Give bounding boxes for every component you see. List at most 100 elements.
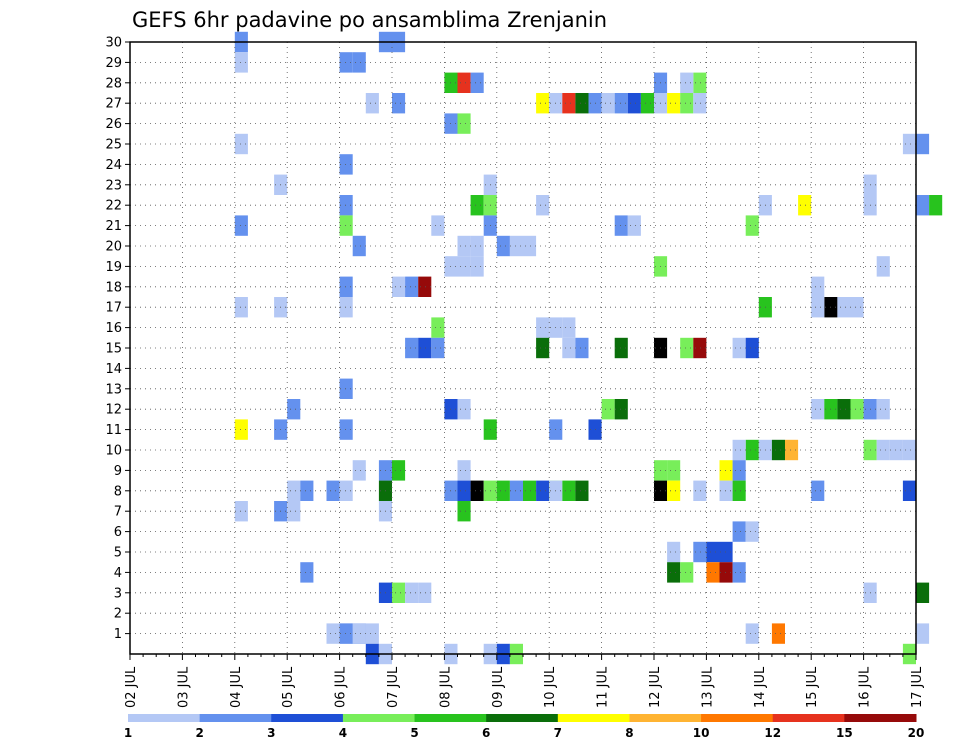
heatmap-cell — [745, 623, 759, 644]
heatmap-cell — [811, 399, 825, 420]
heatmap-cell — [614, 399, 628, 420]
heatmap-cell — [496, 235, 510, 257]
y-tick-label: 14 — [105, 362, 122, 377]
heatmap-cell — [339, 419, 353, 440]
colorbar-segment — [701, 714, 774, 722]
y-tick-label: 6 — [114, 525, 122, 540]
heatmap-cell — [392, 93, 406, 114]
colorbar-label: 15 — [836, 726, 853, 740]
heatmap-cell — [509, 480, 523, 501]
heatmap-cell — [562, 317, 576, 338]
heatmap-cell — [431, 215, 445, 236]
y-tick-label: 10 — [105, 444, 122, 459]
heatmap-cell — [575, 480, 589, 501]
heatmap-cell — [680, 337, 694, 359]
heatmap-cell — [732, 521, 746, 542]
y-tick-label: 11 — [105, 423, 122, 438]
heatmap-cell — [916, 195, 930, 216]
x-tick-label: 13 JUL — [700, 666, 715, 708]
x-tick-label: 12 JUL — [648, 666, 663, 708]
heatmap-cell — [287, 480, 301, 501]
heatmap-cell — [785, 439, 799, 461]
colorbar-label: 6 — [482, 726, 490, 740]
y-tick-label: 5 — [114, 546, 122, 561]
x-tick-label: 05 JUL — [281, 666, 296, 708]
heatmap-cell — [601, 93, 615, 114]
heatmap-cell — [876, 256, 890, 277]
colorbar-segment — [128, 714, 201, 722]
heatmap-cell — [339, 195, 353, 216]
y-tick-label: 9 — [114, 464, 122, 479]
heatmap-cell — [798, 195, 812, 216]
heatmap-cell — [536, 337, 550, 359]
heatmap-cell — [536, 317, 550, 338]
heatmap-cell — [562, 93, 576, 114]
y-tick-label: 13 — [105, 382, 122, 397]
grid-lines — [130, 41, 916, 654]
heatmap-cell — [326, 623, 340, 644]
colorbar-segment — [342, 714, 416, 722]
colorbar-segment — [271, 714, 344, 722]
heatmap-cell — [470, 72, 484, 93]
heatmap-cell — [352, 235, 366, 257]
heatmap-cell — [352, 460, 366, 481]
heatmap-cell — [902, 480, 916, 501]
heatmap-cell — [418, 582, 432, 603]
y-tick-label: 1 — [114, 627, 122, 642]
colorbar-segment — [557, 714, 630, 722]
heatmap-cell — [680, 72, 694, 93]
heatmap-cell — [457, 501, 471, 522]
heatmap-cell — [745, 521, 759, 542]
heatmap-cell — [667, 541, 681, 563]
y-axis: 1234567891011121314151617181920212223242… — [105, 36, 130, 642]
heatmap-cell — [339, 297, 353, 318]
heatmap-cell — [811, 276, 825, 297]
heatmap-cell — [562, 480, 576, 501]
heatmap-cell — [889, 439, 903, 461]
heatmap-cell — [509, 235, 523, 257]
heatmap-cell — [680, 562, 694, 583]
heatmap-cell — [365, 93, 379, 114]
heatmap-cell — [234, 52, 248, 73]
heatmap-cell — [339, 276, 353, 297]
x-tick-label: 14 JUL — [753, 666, 768, 708]
x-tick-label: 09 JUL — [491, 666, 506, 708]
heatmap-cell — [745, 215, 759, 236]
x-tick-label: 15 JUL — [805, 666, 820, 708]
x-tick-label: 08 JUL — [438, 666, 453, 708]
colorbar-segment — [844, 714, 917, 722]
heatmap-cell — [339, 480, 353, 501]
y-tick-label: 22 — [105, 199, 122, 214]
heatmap-cell — [457, 113, 471, 134]
heatmap-cell — [667, 460, 681, 481]
colorbar: 1 2 3 4 5 6 7 8 10 12 15 20 — [124, 714, 924, 740]
heatmap-cell — [719, 460, 733, 481]
heatmap-cell — [916, 133, 930, 155]
heatmap-cell — [457, 399, 471, 420]
heatmap-cell — [916, 582, 930, 603]
heatmap-cell — [523, 235, 537, 257]
x-tick-label: 04 JUL — [229, 666, 244, 708]
heatmap-cell — [431, 317, 445, 338]
heatmap-cell — [627, 215, 641, 236]
colorbar-label: 5 — [410, 726, 418, 740]
colorbar-label: 1 — [124, 726, 132, 740]
heatmap-cell — [339, 623, 353, 644]
heatmap-cell — [732, 480, 746, 501]
heatmap-cells — [234, 31, 943, 665]
heatmap-cell — [339, 154, 353, 175]
heatmap-cell — [523, 480, 537, 501]
heatmap-cell — [732, 460, 746, 481]
y-tick-label: 29 — [105, 56, 122, 71]
heatmap-cell — [719, 480, 733, 501]
x-tick-label: 16 JUL — [858, 666, 873, 708]
heatmap-cell — [693, 72, 707, 93]
heatmap-cell — [470, 256, 484, 277]
heatmap-cell — [850, 297, 864, 318]
heatmap-cell — [614, 93, 628, 114]
heatmap-cell — [405, 337, 419, 359]
y-tick-label: 25 — [105, 138, 122, 153]
heatmap-cell — [667, 480, 681, 501]
heatmap-cell — [811, 480, 825, 501]
colorbar-label: 4 — [339, 726, 347, 740]
